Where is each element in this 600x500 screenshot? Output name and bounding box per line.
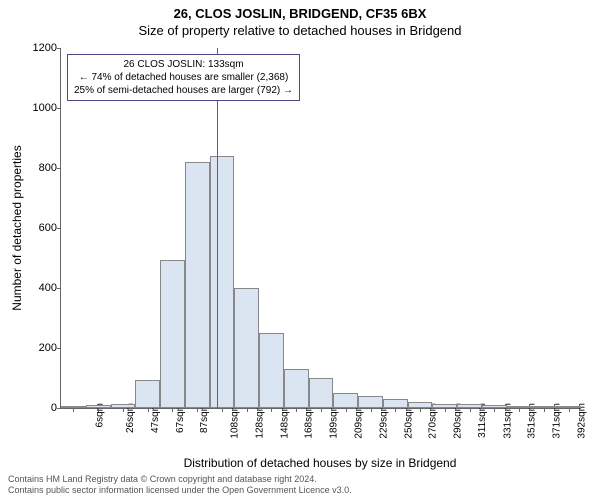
histogram-bar <box>135 380 160 409</box>
y-tick-mark <box>57 168 61 169</box>
x-tick-label: 229sqm <box>378 403 389 439</box>
histogram-bar <box>383 399 408 408</box>
chart-subtitle: Size of property relative to detached ho… <box>0 21 600 38</box>
y-tick-mark <box>57 408 61 409</box>
histogram-bar <box>185 162 210 408</box>
x-tick-mark <box>73 408 74 412</box>
reference-line <box>217 48 218 408</box>
address-title: 26, CLOS JOSLIN, BRIDGEND, CF35 6BX <box>0 0 600 21</box>
footer-line: Contains HM Land Registry data © Crown c… <box>8 474 352 485</box>
x-tick-mark <box>420 408 421 412</box>
y-tick-label: 800 <box>23 162 57 174</box>
x-tick-label: 371sqm <box>552 403 563 439</box>
x-tick-mark <box>346 408 347 412</box>
footer-line: Contains public sector information licen… <box>8 485 352 496</box>
x-tick-mark <box>445 408 446 412</box>
x-tick-mark <box>247 408 248 412</box>
x-tick-mark <box>296 408 297 412</box>
x-tick-label: 128sqm <box>255 403 266 439</box>
x-tick-label: 331sqm <box>502 403 513 439</box>
x-tick-mark <box>172 408 173 412</box>
annotation-line: 25% of semi-detached houses are larger (… <box>74 84 293 97</box>
x-tick-mark <box>371 408 372 412</box>
copyright-footer: Contains HM Land Registry data © Crown c… <box>8 474 352 496</box>
y-tick-mark <box>57 108 61 109</box>
y-tick-label: 600 <box>23 222 57 234</box>
x-tick-label: 351sqm <box>527 403 538 439</box>
y-tick-label: 200 <box>23 342 57 354</box>
x-tick-mark <box>321 408 322 412</box>
x-tick-label: 311sqm <box>477 403 488 438</box>
histogram-bar <box>358 396 383 408</box>
y-tick-mark <box>57 288 61 289</box>
y-tick-label: 1200 <box>23 42 57 54</box>
x-tick-label: 392sqm <box>576 403 587 439</box>
x-tick-label: 250sqm <box>403 403 414 439</box>
x-tick-label: 148sqm <box>279 403 290 439</box>
x-tick-mark <box>148 408 149 412</box>
x-tick-mark <box>494 408 495 412</box>
y-tick-label: 0 <box>23 402 57 414</box>
histogram-bar <box>234 288 259 408</box>
histogram-bar <box>259 333 284 408</box>
x-tick-mark <box>197 408 198 412</box>
histogram-bar <box>333 393 358 408</box>
y-tick-mark <box>57 48 61 49</box>
y-tick-label: 400 <box>23 282 57 294</box>
y-tick-label: 1000 <box>23 102 57 114</box>
x-tick-mark <box>569 408 570 412</box>
x-tick-mark <box>123 408 124 412</box>
plot-region: 0200400600800100012006sqm26sqm47sqm67sqm… <box>60 48 581 409</box>
x-tick-label: 209sqm <box>354 403 365 439</box>
histogram-bar <box>210 156 235 408</box>
x-tick-mark <box>271 408 272 412</box>
x-tick-label: 290sqm <box>453 403 464 439</box>
x-tick-mark <box>519 408 520 412</box>
y-axis-label: Number of detached properties <box>10 145 24 310</box>
x-tick-mark <box>470 408 471 412</box>
x-tick-mark <box>544 408 545 412</box>
x-tick-mark <box>98 408 99 412</box>
x-tick-label: 108sqm <box>230 403 241 439</box>
x-tick-mark <box>222 408 223 412</box>
y-tick-mark <box>57 228 61 229</box>
histogram-bar <box>284 369 309 408</box>
annotation-box: 26 CLOS JOSLIN: 133sqm← 74% of detached … <box>67 54 300 101</box>
x-tick-label: 168sqm <box>304 403 315 439</box>
histogram-bar <box>160 260 185 409</box>
y-tick-mark <box>57 348 61 349</box>
x-axis-label: Distribution of detached houses by size … <box>60 456 580 470</box>
histogram-chart: Number of detached properties 0200400600… <box>60 48 580 408</box>
x-tick-mark <box>395 408 396 412</box>
x-tick-label: 270sqm <box>428 403 439 439</box>
annotation-line: ← 74% of detached houses are smaller (2,… <box>74 71 293 84</box>
annotation-line: 26 CLOS JOSLIN: 133sqm <box>74 58 293 71</box>
histogram-bar <box>309 378 334 408</box>
x-tick-label: 189sqm <box>329 403 340 439</box>
